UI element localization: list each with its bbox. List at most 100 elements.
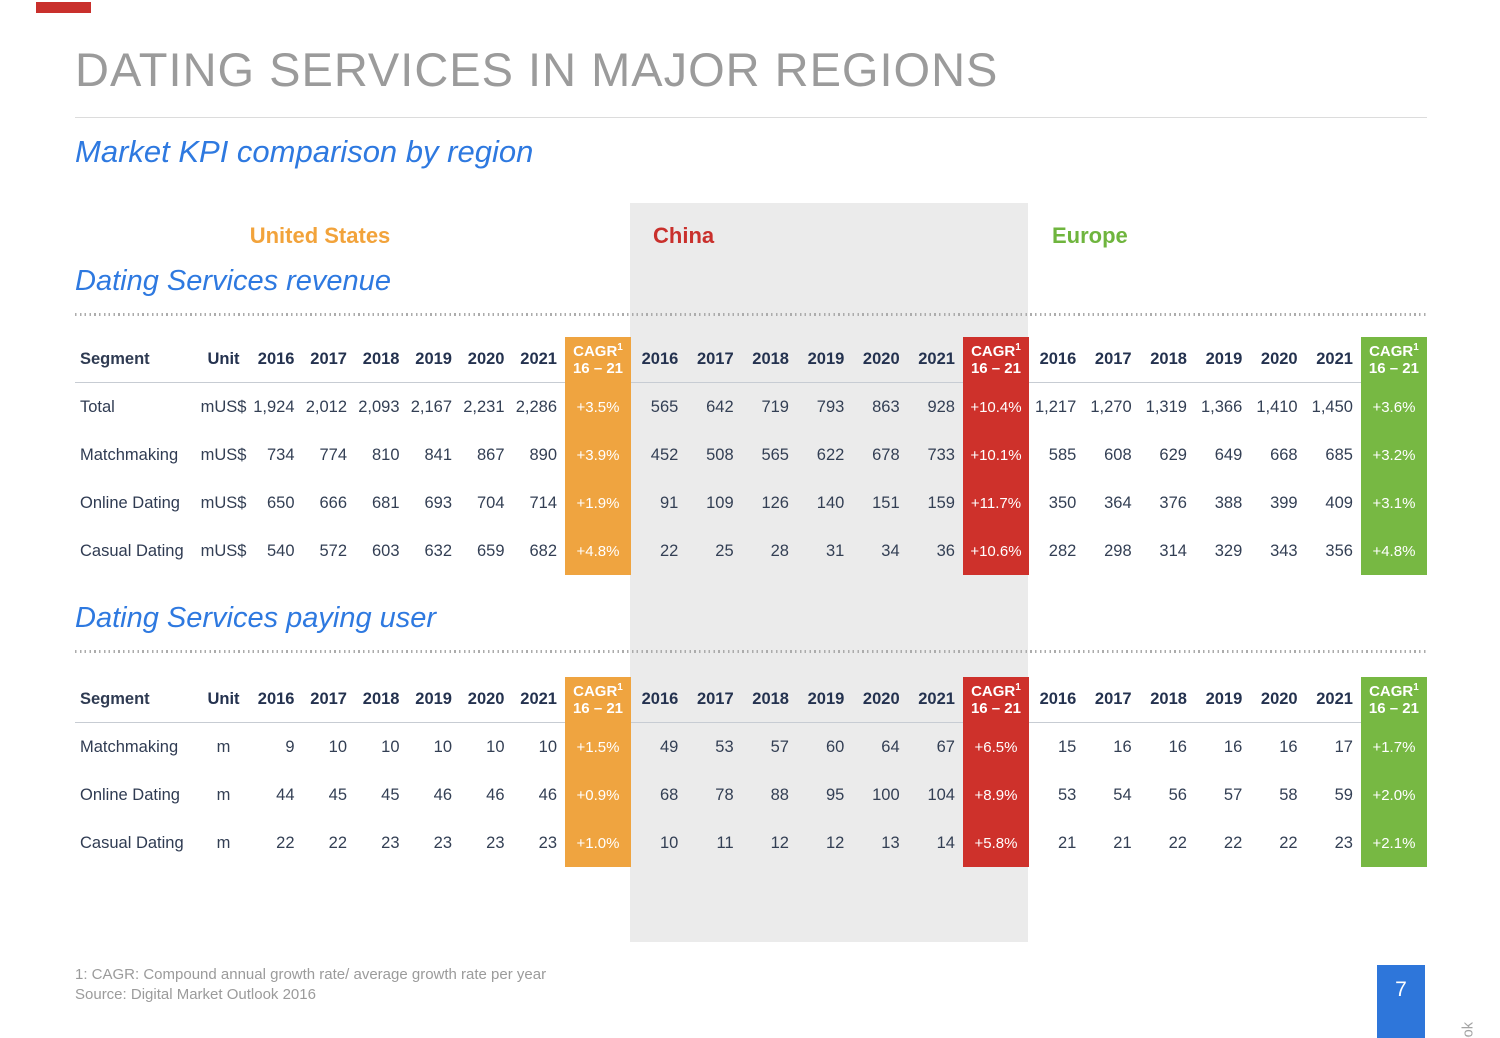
column-header-year-eu: 2017 — [1084, 337, 1140, 383]
column-header-year-cn: 2020 — [852, 677, 908, 723]
column-header-unit: Unit — [197, 677, 250, 723]
value-cell-us: 681 — [371, 493, 400, 512]
column-header-year-cn: 2016 — [631, 677, 687, 723]
cagr-value-eu: +3.2% — [1360, 431, 1427, 479]
column-header-year-cn: 2021 — [907, 677, 963, 723]
value-cell-us: 46 — [433, 785, 452, 804]
column-header-year-us: 2019 — [407, 337, 460, 383]
value-cell-eu: 409 — [1325, 493, 1353, 512]
cagr-value-us: +3.5% — [565, 383, 631, 431]
segment-label: Online Dating — [80, 493, 180, 512]
page-title: DATING SERVICES IN MAJOR REGIONS — [75, 43, 999, 96]
column-header-year-us: 2016 — [250, 337, 303, 383]
value-cell-us: 2,093 — [358, 397, 400, 416]
value-cell-us: 540 — [266, 541, 295, 560]
unit-label: mUS$ — [200, 541, 247, 560]
column-header-year-cn: 2018 — [741, 337, 797, 383]
cagr-value-eu: +1.7% — [1360, 723, 1427, 771]
value-cell-us: 23 — [433, 833, 452, 852]
value-cell-eu: 343 — [1270, 541, 1298, 560]
value-cell-eu: 356 — [1325, 541, 1353, 560]
value-cell-us: 890 — [529, 445, 557, 464]
cagr-value-cn: +10.4% — [962, 383, 1029, 431]
column-header-cagr-cn: CAGR1 16 – 21 — [962, 337, 1029, 383]
column-header-year-eu: 2019 — [1194, 337, 1251, 383]
value-cell-eu: 58 — [1279, 785, 1298, 804]
value-cell-us: 46 — [538, 785, 557, 804]
value-cell-eu: 57 — [1223, 785, 1243, 804]
column-header-year-eu: 2020 — [1250, 337, 1306, 383]
column-header-year-us: 2019 — [407, 677, 460, 723]
value-cell-us: 682 — [529, 541, 557, 560]
column-header-year-eu: 2016 — [1028, 337, 1085, 383]
value-cell-cn: 678 — [872, 445, 900, 464]
value-cell-eu: 22 — [1223, 833, 1243, 852]
value-cell-us: 650 — [266, 493, 295, 512]
cagr-value-cn: +6.5% — [962, 723, 1029, 771]
value-cell-cn: 863 — [872, 397, 900, 416]
value-cell-cn: 928 — [927, 397, 955, 416]
cagr-value-cn: +11.7% — [962, 479, 1029, 527]
value-cell-eu: 17 — [1334, 737, 1353, 756]
value-cell-us: 23 — [486, 833, 505, 852]
value-cell-us: 774 — [319, 445, 347, 464]
value-cell-eu: 22 — [1168, 833, 1187, 852]
value-cell-cn: 109 — [706, 493, 734, 512]
value-cell-cn: 68 — [659, 785, 679, 804]
value-cell-us: 734 — [266, 445, 295, 464]
page-number-badge: 7 — [1377, 965, 1425, 1038]
unit-label: mUS$ — [200, 493, 247, 512]
column-header-year-us: 2021 — [512, 337, 565, 383]
value-cell-cn: 78 — [715, 785, 734, 804]
column-header-year-us: 2020 — [460, 677, 513, 723]
segment-label: Casual Dating — [80, 541, 184, 560]
value-cell-us: 46 — [486, 785, 505, 804]
cagr-value-eu: +3.6% — [1360, 383, 1427, 431]
value-cell-cn: 64 — [881, 737, 900, 756]
unit-label: m — [216, 785, 231, 804]
value-cell-us: 659 — [476, 541, 505, 560]
column-header-year-us: 2020 — [460, 337, 513, 383]
value-cell-eu: 1,270 — [1090, 397, 1132, 416]
column-header-cagr-us: CAGR1 16 – 21 — [565, 677, 631, 723]
cagr-value-us: +1.5% — [565, 723, 631, 771]
cagr-value-cn: +10.6% — [962, 527, 1029, 575]
value-cell-us: 23 — [381, 833, 400, 852]
column-header-year-cn: 2017 — [686, 677, 742, 723]
revenue-table: Segment Unit 2016 2017 2018 2019 2020 2021 CAGR1… — [75, 337, 1427, 575]
value-cell-eu: 16 — [1113, 737, 1132, 756]
value-cell-eu: 629 — [1159, 445, 1187, 464]
column-header-year-eu: 2019 — [1194, 677, 1251, 723]
value-cell-us: 693 — [424, 493, 452, 512]
value-cell-us: 22 — [328, 833, 347, 852]
column-header-year-us: 2018 — [355, 677, 408, 723]
value-cell-cn: 452 — [650, 445, 679, 464]
value-cell-eu: 16 — [1223, 737, 1243, 756]
china-column-highlight-band — [630, 203, 1028, 942]
value-cell-us: 45 — [328, 785, 347, 804]
region-label-china: China — [653, 223, 715, 248]
value-cell-cn: 508 — [706, 445, 734, 464]
value-cell-us: 2,167 — [410, 397, 452, 416]
value-cell-us: 9 — [285, 737, 295, 756]
value-cell-us: 44 — [276, 785, 295, 804]
column-header-cagr-eu: CAGR1 16 – 21 — [1360, 337, 1427, 383]
value-cell-cn: 126 — [761, 493, 789, 512]
value-cell-us: 867 — [476, 445, 505, 464]
column-header-cagr-us: CAGR1 16 – 21 — [565, 337, 631, 383]
footnote-cagr: 1: CAGR: Compound annual growth rate/ av… — [75, 966, 547, 983]
value-cell-eu: 1,410 — [1256, 397, 1298, 416]
column-header-year-eu: 2018 — [1139, 337, 1195, 383]
column-header-year-us: 2018 — [355, 337, 408, 383]
value-cell-cn: 140 — [816, 493, 845, 512]
value-cell-eu: 388 — [1214, 493, 1243, 512]
value-cell-us: 714 — [529, 493, 557, 512]
value-cell-eu: 314 — [1159, 541, 1187, 560]
value-cell-cn: 34 — [881, 541, 900, 560]
column-header-year-cn: 2019 — [796, 677, 853, 723]
segment-label: Total — [80, 397, 115, 416]
value-cell-cn: 60 — [825, 737, 845, 756]
value-cell-eu: 56 — [1168, 785, 1187, 804]
column-header-year-eu: 2020 — [1250, 677, 1306, 723]
value-cell-us: 632 — [424, 541, 452, 560]
